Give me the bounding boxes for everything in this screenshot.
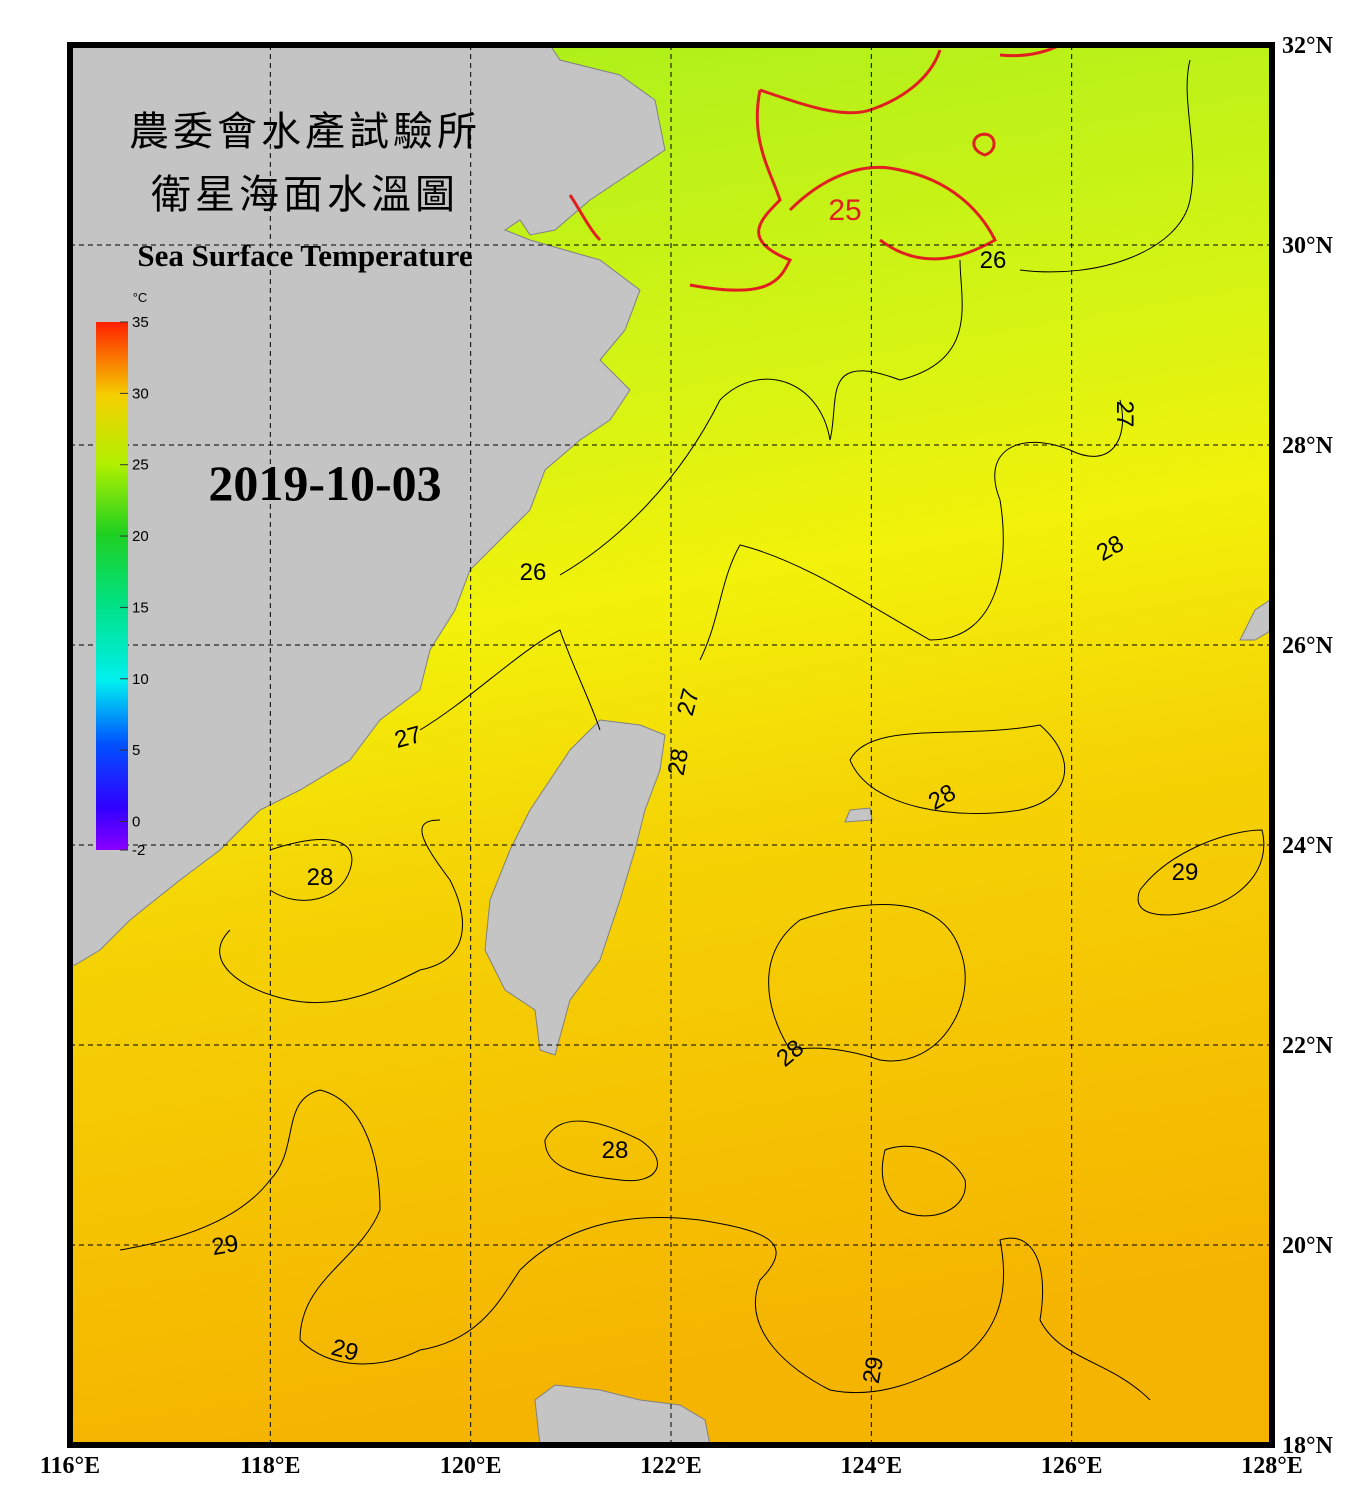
colorbar-tick-label: -2 xyxy=(132,842,145,859)
contour-label: 29 xyxy=(210,1230,241,1261)
contour-line xyxy=(559,59,1194,576)
lon-label: 120°E xyxy=(440,1453,502,1479)
contour-label: 29 xyxy=(1172,859,1199,886)
colorbar-tick-label: 20 xyxy=(132,528,149,545)
lon-label: 122°E xyxy=(640,1453,702,1479)
lat-label: 24°N xyxy=(1282,833,1334,859)
colorbar-tick-label: 30 xyxy=(132,385,149,402)
colorbar xyxy=(96,322,128,850)
contour-label: 28 xyxy=(602,1137,629,1164)
contour-line xyxy=(544,1120,658,1182)
contour-label: 28 xyxy=(663,747,694,778)
lon-label: 116°E xyxy=(40,1453,100,1479)
lat-label: 32°N xyxy=(1282,33,1334,59)
lat-label: 20°N xyxy=(1282,1233,1334,1259)
contour-line xyxy=(419,629,601,731)
contour-label: 29 xyxy=(858,1355,889,1386)
contour-label: 28 xyxy=(307,864,334,891)
colorbar-tick-label: 10 xyxy=(132,671,149,688)
lon-label: 124°E xyxy=(841,1453,903,1479)
land xyxy=(69,44,1273,1446)
contour-line xyxy=(568,43,1061,292)
lat-label: 22°N xyxy=(1282,1033,1334,1059)
taiwan xyxy=(484,719,666,1056)
luzon xyxy=(534,1384,711,1446)
contour-label: 25 xyxy=(828,194,861,227)
contour-line xyxy=(849,724,1066,814)
colorbar-tick-label: 25 xyxy=(132,457,149,474)
lat-label: 28°N xyxy=(1282,433,1334,459)
lat-label: 18°N xyxy=(1282,1433,1334,1459)
contour-label: 27 xyxy=(1111,401,1138,428)
contour-line xyxy=(119,1089,1151,1401)
colorbar-tick-label: 15 xyxy=(132,599,149,616)
contour-label: 26 xyxy=(980,247,1007,274)
mainland xyxy=(69,44,666,966)
contour-line xyxy=(881,1145,966,1217)
colorbar-tick-label: 5 xyxy=(132,742,140,759)
contour-line xyxy=(219,819,463,1004)
contour-line xyxy=(1137,829,1265,916)
title-zh: 農委會水產試驗所 xyxy=(129,109,481,154)
colorbar-unit: °C xyxy=(133,290,148,305)
island xyxy=(844,807,873,823)
colorbar-tick-label: 35 xyxy=(132,314,149,331)
title-zh: 衛星海面水溫圖 xyxy=(151,172,459,217)
contour-25 xyxy=(568,43,1061,292)
date: 2019-10-03 xyxy=(208,455,441,511)
title-en: Sea Surface Temperature xyxy=(137,238,472,273)
lat-label: 30°N xyxy=(1282,233,1334,259)
lon-label: 126°E xyxy=(1041,1453,1103,1479)
lat-label: 26°N xyxy=(1282,633,1334,659)
lon-label: 128°E xyxy=(1241,1453,1303,1479)
colorbar-tick-label: 0 xyxy=(132,813,140,830)
contour-label: 26 xyxy=(520,559,547,586)
map-frame xyxy=(67,42,1275,1448)
lon-label: 118°E xyxy=(240,1453,300,1479)
